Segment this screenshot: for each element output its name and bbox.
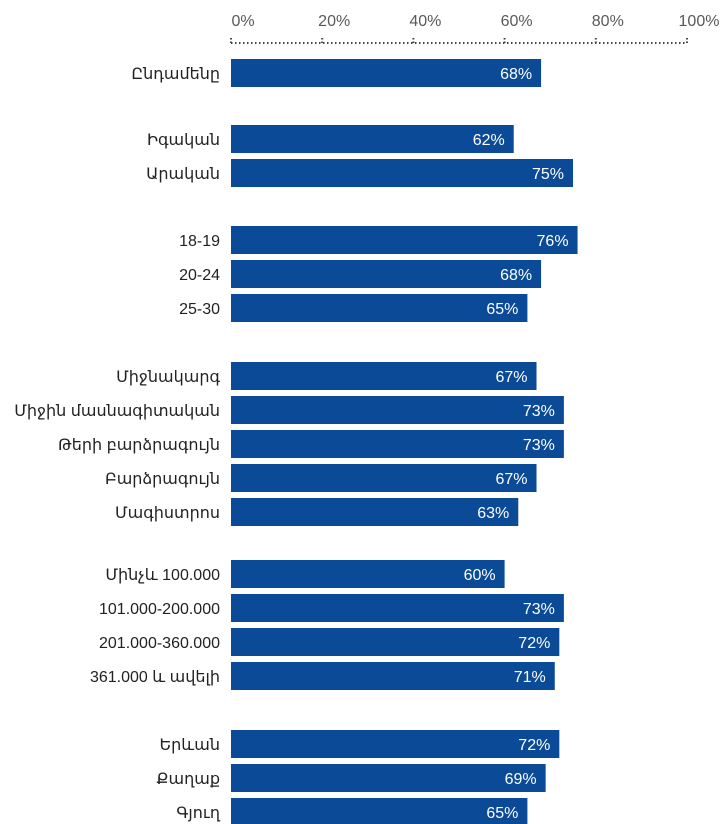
category-label: Թերի բարձրագույն [58,437,220,454]
category-label: Մագիստրոս [115,505,220,522]
category-label: 201.000-360.000 [99,635,220,652]
bar-value-label: 72% [518,737,550,754]
bar-value-label: 75% [532,166,564,183]
category-label: Ընդամենը [131,66,220,83]
x-axis: 0% 20% 40% 60% 80% 100% [230,13,720,44]
bar-value-label: 71% [514,669,546,686]
bar-value-label: 62% [473,132,505,149]
x-tick-label: 100% [679,13,720,30]
category-label: 25-30 [179,301,220,318]
bar [231,798,528,824]
bar-value-label: 63% [477,505,509,522]
category-label: Քաղաք [156,771,220,788]
bar-value-label: 73% [523,601,555,618]
x-tick-label: 0% [231,13,254,30]
category-label: 101.000-200.000 [99,601,220,618]
bar [231,560,505,588]
category-label: Մինչև 100.000 [105,567,220,584]
bar [231,662,555,690]
category-label: Իգական [147,132,220,149]
bar-value-label: 65% [486,805,518,822]
bar-value-label: 76% [537,233,569,250]
bar-value-label: 68% [500,66,532,83]
bar-value-label: 72% [518,635,550,652]
category-label: 361.000 և ավելի [90,669,220,686]
category-label: Արական [146,166,220,183]
category-label: Բարձրագույն [105,471,220,488]
x-tick-label: 40% [409,13,441,30]
x-tick-label: 60% [501,13,533,30]
bar-value-label: 68% [500,267,532,284]
bar-value-label: 65% [486,301,518,318]
bar [231,125,514,153]
bar-value-label: 69% [505,771,537,788]
bar [231,226,578,254]
category-label: Միջին մասնագիտական [14,403,220,420]
bar [231,396,564,424]
bar [231,159,573,187]
bar [231,464,537,492]
bar [231,628,560,656]
bar [231,430,564,458]
category-label: 18-19 [179,233,220,250]
category-label: Միջնակարգ [116,369,220,386]
x-tick-label: 80% [592,13,624,30]
category-label: Գյուղ [176,805,220,822]
bar [231,59,542,87]
bar [231,594,564,622]
bar-value-label: 73% [523,403,555,420]
bar [231,294,528,322]
bars: 68% 62% 75% 76% 68% 65% 67% 73% 73% 67% 63% 60% 73% 7… [231,59,578,824]
bar [231,498,519,526]
bar [231,362,537,390]
category-labels: Ընդամենը Իգական Արական 18-19 20-24 25-30 Միջնա… [14,66,221,822]
bar-value-label: 67% [496,369,528,386]
bar [231,764,546,792]
category-label: 20-24 [179,267,220,284]
bar [231,730,560,758]
bar-value-label: 67% [496,471,528,488]
bar-value-label: 60% [464,567,496,584]
bar [231,260,542,288]
bar-value-label: 73% [523,437,555,454]
category-label: Երևան [159,737,220,754]
x-tick-label: 20% [318,13,350,30]
